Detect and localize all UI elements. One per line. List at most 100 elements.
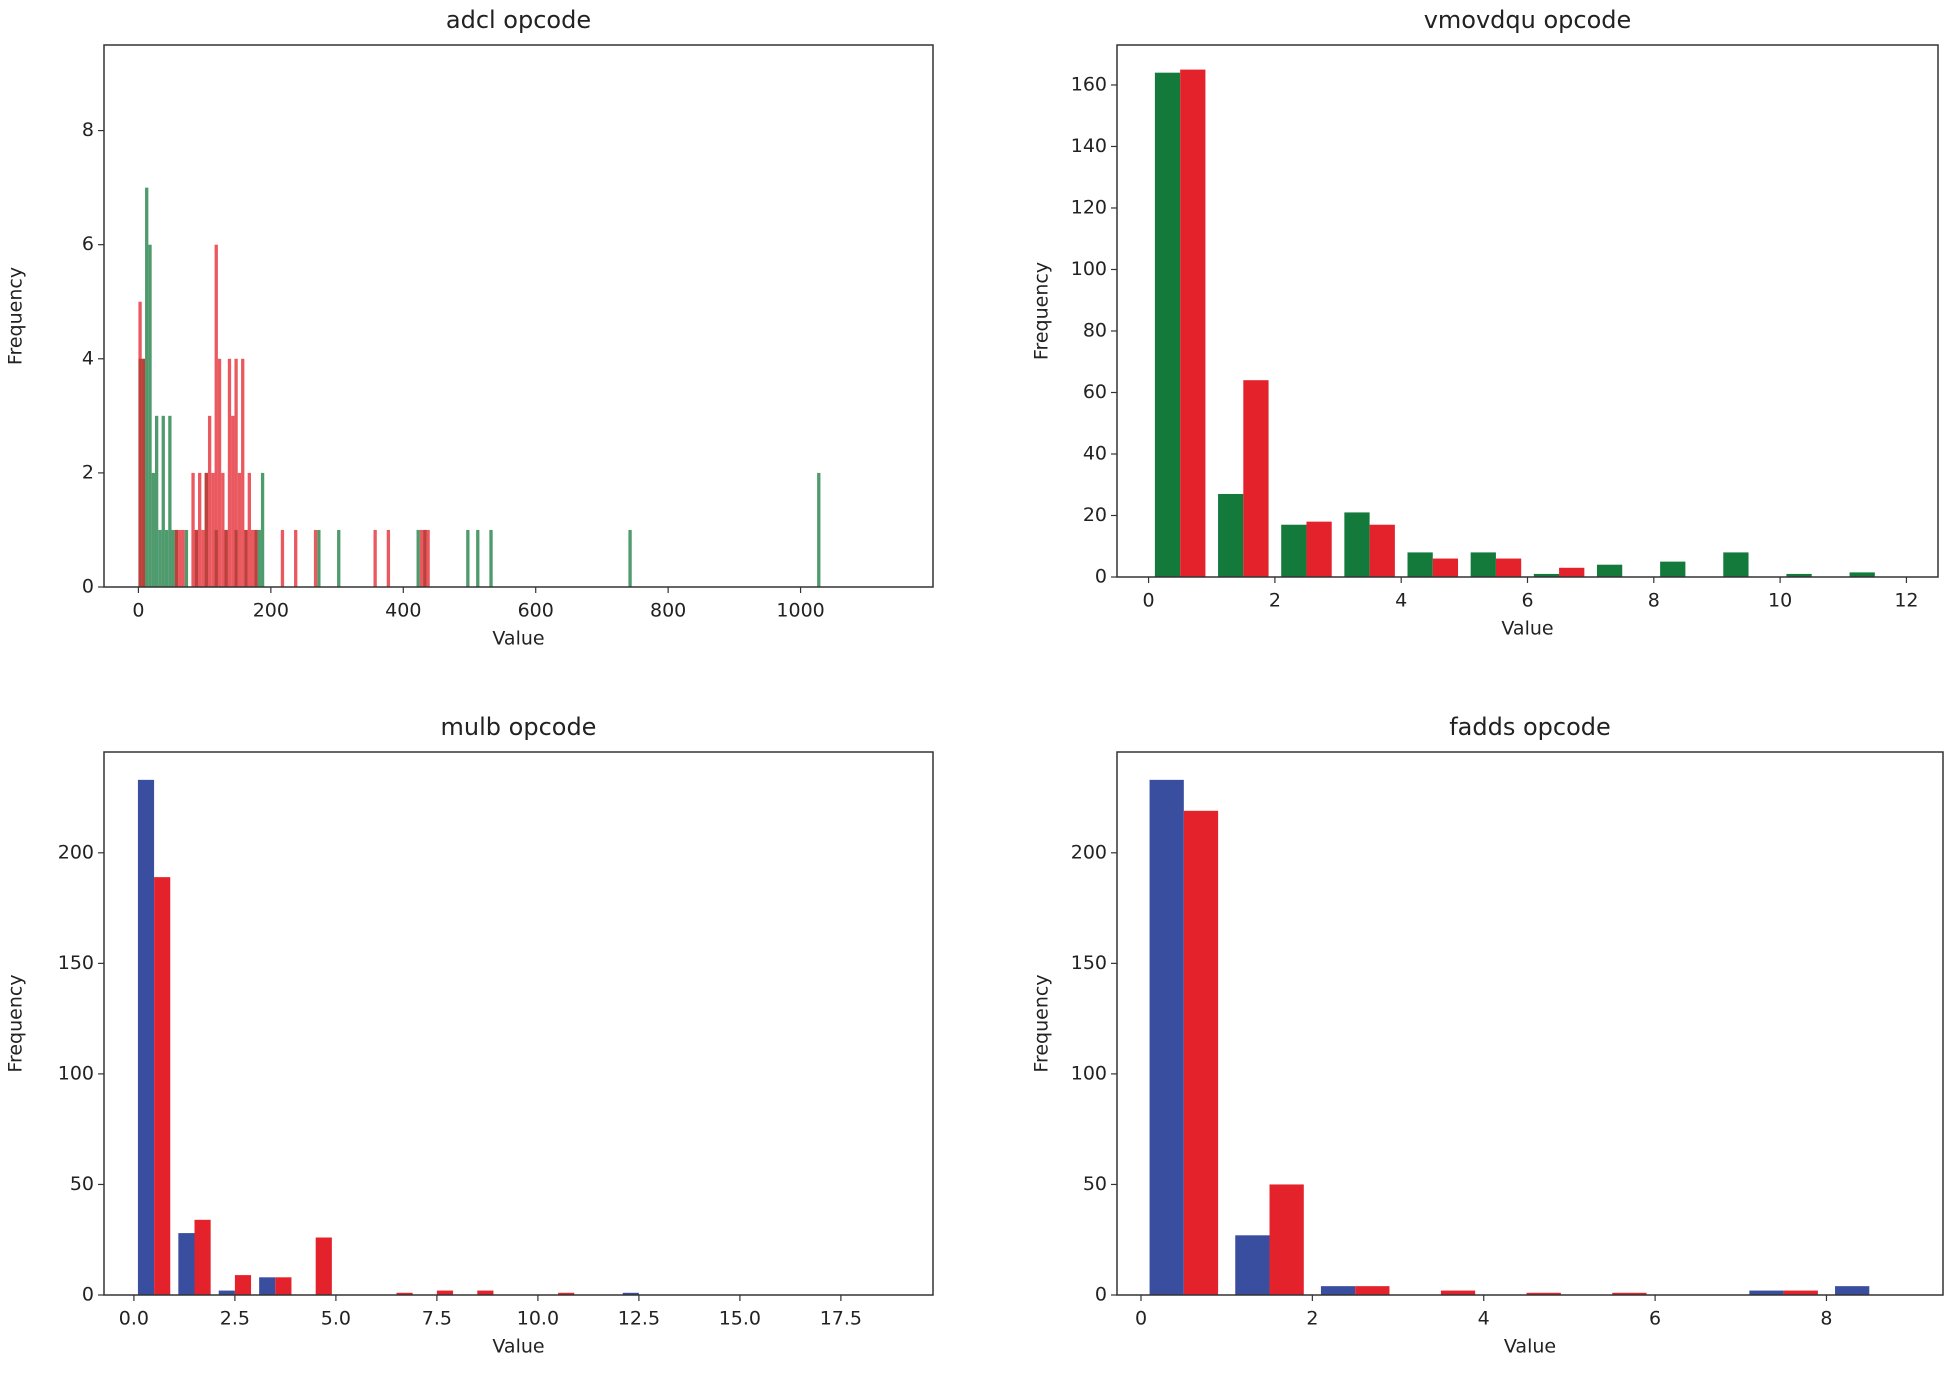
x-axis-label: Value bbox=[1504, 1336, 1556, 1358]
bar bbox=[628, 529, 632, 587]
bar bbox=[1235, 1235, 1270, 1295]
bar bbox=[250, 529, 255, 587]
bar bbox=[1440, 1290, 1476, 1295]
y-tick-label: 50 bbox=[70, 1173, 94, 1195]
x-tick-label: 7.5 bbox=[422, 1308, 452, 1330]
y-tick-label: 150 bbox=[1071, 952, 1107, 974]
bar bbox=[817, 472, 821, 587]
bar bbox=[184, 529, 189, 587]
bar bbox=[1749, 1290, 1784, 1295]
bar bbox=[1369, 524, 1395, 577]
bar bbox=[1835, 1286, 1870, 1295]
bar bbox=[1533, 573, 1560, 577]
bar bbox=[1596, 564, 1623, 577]
bar bbox=[154, 415, 159, 587]
bar bbox=[466, 529, 470, 587]
bar bbox=[224, 529, 228, 587]
x-tick-label: 6 bbox=[1649, 1308, 1661, 1330]
bar bbox=[241, 358, 245, 587]
bar bbox=[1612, 1292, 1647, 1295]
bar bbox=[1243, 380, 1269, 577]
bar bbox=[1320, 1286, 1356, 1295]
y-tick-label: 120 bbox=[1071, 196, 1107, 218]
bar bbox=[1783, 1290, 1818, 1295]
y-tick-label: 0 bbox=[82, 576, 94, 598]
bar bbox=[1218, 493, 1244, 577]
bar bbox=[294, 529, 298, 587]
y-tick-label: 200 bbox=[58, 841, 94, 863]
x-tick-label: 0.0 bbox=[119, 1308, 149, 1330]
bar bbox=[275, 1277, 292, 1295]
x-tick-label: 1000 bbox=[776, 600, 824, 622]
bar bbox=[1355, 1286, 1390, 1295]
bar bbox=[194, 529, 199, 587]
bar bbox=[141, 358, 146, 587]
y-tick-label: 100 bbox=[1071, 258, 1107, 280]
x-tick-label: 4 bbox=[1395, 590, 1407, 612]
y-tick-label: 4 bbox=[82, 347, 94, 369]
bar bbox=[168, 415, 172, 587]
bar bbox=[178, 1233, 195, 1295]
bar bbox=[1495, 558, 1522, 577]
bar bbox=[1849, 572, 1875, 577]
y-tick-label: 0 bbox=[1095, 566, 1107, 588]
bar bbox=[1470, 552, 1496, 577]
x-tick-label: 0 bbox=[1135, 1308, 1147, 1330]
bar bbox=[207, 415, 212, 587]
bar bbox=[158, 529, 162, 587]
x-tick-label: 8 bbox=[1820, 1308, 1832, 1330]
y-tick-label: 100 bbox=[58, 1062, 94, 1084]
bar bbox=[426, 529, 430, 587]
bar bbox=[221, 472, 225, 587]
x-tick-label: 5.0 bbox=[321, 1308, 351, 1330]
x-tick-label: 2 bbox=[1306, 1308, 1318, 1330]
x-tick-label: 12.5 bbox=[618, 1308, 660, 1330]
bar bbox=[198, 472, 202, 587]
bar bbox=[181, 529, 185, 587]
y-tick-label: 100 bbox=[1071, 1062, 1107, 1084]
bar bbox=[1281, 524, 1307, 577]
bar bbox=[1526, 1292, 1561, 1295]
bar bbox=[337, 529, 341, 587]
bar bbox=[315, 1237, 332, 1295]
chart-title: vmovdqu opcode bbox=[1424, 6, 1632, 34]
chart-title: fadds opcode bbox=[1449, 713, 1611, 741]
bar bbox=[416, 529, 420, 587]
y-tick-label: 50 bbox=[1083, 1173, 1107, 1195]
bar bbox=[161, 415, 165, 587]
bar bbox=[386, 529, 391, 587]
bar bbox=[1269, 1184, 1304, 1295]
x-tick-label: 4 bbox=[1478, 1308, 1490, 1330]
bar bbox=[148, 244, 152, 587]
bar bbox=[1559, 567, 1585, 577]
chart-title: mulb opcode bbox=[441, 713, 597, 741]
y-axis-label: Frequency bbox=[1031, 974, 1053, 1072]
chart-title: adcl opcode bbox=[446, 6, 591, 34]
x-tick-label: 200 bbox=[253, 600, 289, 622]
bar bbox=[247, 472, 251, 587]
axes-frame bbox=[103, 44, 934, 588]
bar bbox=[260, 472, 265, 587]
bar bbox=[231, 415, 235, 587]
y-axis-label: Frequency bbox=[1031, 262, 1053, 360]
x-tick-label: 10 bbox=[1768, 590, 1792, 612]
x-tick-label: 8 bbox=[1648, 590, 1660, 612]
y-tick-label: 160 bbox=[1071, 73, 1107, 95]
x-tick-label: 400 bbox=[385, 600, 421, 622]
x-axis-label: Value bbox=[1501, 618, 1553, 640]
bar bbox=[237, 472, 242, 587]
y-tick-label: 0 bbox=[82, 1284, 94, 1306]
bar bbox=[138, 301, 142, 587]
bar bbox=[313, 529, 318, 587]
y-tick-label: 140 bbox=[1071, 135, 1107, 157]
bar bbox=[1407, 552, 1433, 577]
bar bbox=[211, 472, 215, 587]
bar bbox=[373, 529, 377, 587]
bar bbox=[1344, 512, 1370, 577]
x-tick-label: 12 bbox=[1894, 590, 1918, 612]
bar bbox=[1786, 573, 1812, 577]
bar bbox=[214, 244, 218, 587]
y-axis-label: Frequency bbox=[5, 267, 27, 365]
bar bbox=[145, 187, 149, 587]
